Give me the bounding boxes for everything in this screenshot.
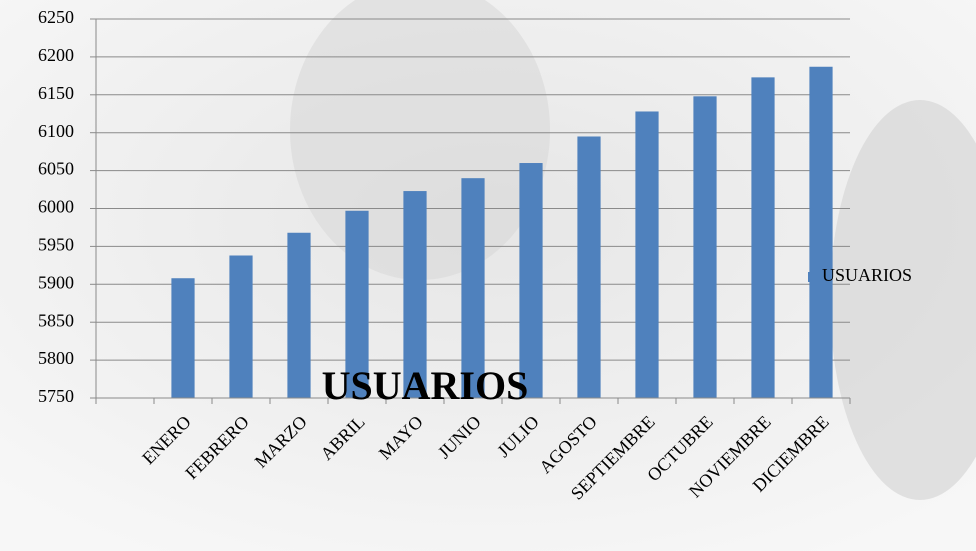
y-tick-label: 5900	[38, 272, 74, 292]
bar	[287, 232, 311, 398]
bar	[693, 96, 717, 398]
bar	[751, 77, 775, 398]
chart-title: USUARIOS	[322, 363, 529, 408]
y-tick-label: 5800	[38, 348, 74, 368]
y-tick-label: 5950	[38, 235, 74, 255]
y-tick-label: 6150	[38, 83, 74, 103]
y-tick-label: 6200	[38, 45, 74, 65]
bar	[635, 111, 659, 398]
bar	[403, 191, 427, 398]
bar	[519, 163, 543, 398]
y-tick-label: 5750	[38, 386, 74, 406]
legend-label: USUARIOS	[822, 265, 912, 285]
bar	[809, 66, 833, 398]
legend-swatch	[808, 272, 818, 282]
background-photo	[830, 100, 976, 500]
y-tick-label: 6050	[38, 159, 74, 179]
background-photo	[290, 0, 550, 280]
bar	[229, 255, 253, 398]
y-tick-label: 6250	[38, 7, 74, 27]
bar	[461, 178, 485, 398]
y-tick-label: 6000	[38, 197, 74, 217]
bar	[171, 278, 195, 398]
y-tick-label: 5850	[38, 310, 74, 330]
bar	[345, 210, 369, 398]
y-tick-label: 6100	[38, 121, 74, 141]
bar	[577, 136, 601, 399]
